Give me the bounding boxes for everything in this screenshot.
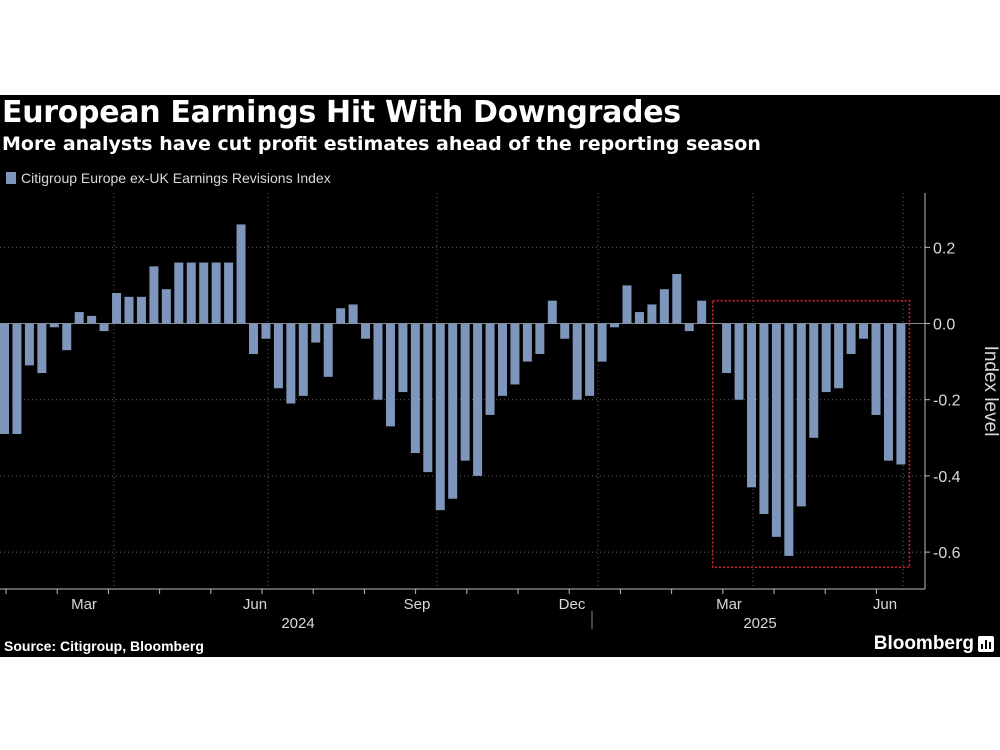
bar bbox=[796, 323, 806, 507]
bar bbox=[672, 273, 682, 324]
bar bbox=[597, 323, 607, 362]
bar bbox=[771, 323, 781, 537]
bar bbox=[136, 296, 146, 324]
bar bbox=[24, 323, 34, 366]
year-label: 2025 bbox=[743, 615, 776, 632]
bar bbox=[560, 323, 570, 339]
bar bbox=[784, 323, 794, 556]
bar bbox=[510, 323, 520, 385]
bar bbox=[883, 323, 893, 461]
y-axis-label: Index level bbox=[980, 346, 1000, 437]
bar bbox=[659, 289, 669, 324]
chart-title: European Earnings Hit With Downgrades bbox=[2, 95, 681, 130]
bar bbox=[174, 262, 184, 324]
bar bbox=[149, 266, 159, 324]
bar bbox=[410, 323, 420, 454]
bar bbox=[12, 323, 22, 434]
bar bbox=[722, 323, 732, 374]
bar bbox=[747, 323, 756, 488]
bar bbox=[273, 323, 283, 389]
y-tick-label: -0.6 bbox=[933, 545, 961, 562]
bar bbox=[124, 296, 134, 324]
x-tick-label: Mar bbox=[716, 596, 742, 613]
bar bbox=[373, 323, 383, 400]
bar bbox=[311, 323, 321, 343]
brand-name: Bloomberg bbox=[873, 633, 974, 654]
bar bbox=[49, 323, 59, 328]
bar bbox=[37, 323, 47, 374]
x-tick-label: Dec bbox=[559, 596, 586, 613]
bar bbox=[99, 323, 109, 332]
bar bbox=[385, 323, 395, 427]
bar bbox=[236, 224, 246, 324]
bar bbox=[585, 323, 595, 396]
bar bbox=[622, 285, 632, 324]
bar bbox=[460, 323, 470, 461]
bar bbox=[224, 262, 234, 324]
x-tick-label: Mar bbox=[71, 596, 97, 613]
y-tick-label: 0.0 bbox=[933, 317, 955, 334]
bar bbox=[473, 323, 483, 476]
legend: Citigroup Europe ex-UK Earnings Revision… bbox=[6, 170, 331, 186]
bar bbox=[298, 323, 308, 396]
y-tick-label: 0.2 bbox=[933, 240, 955, 257]
bar bbox=[249, 323, 258, 354]
bar bbox=[361, 323, 371, 339]
bar bbox=[211, 262, 221, 324]
bar bbox=[286, 323, 296, 404]
x-tick-label: Sep bbox=[404, 596, 431, 613]
bar bbox=[112, 293, 122, 324]
bar-chart: 0.2 0.0 -0.2 -0.4 -0.6 Mar Jun Sep Dec Mar Jun 2024… bbox=[0, 193, 1000, 632]
bar bbox=[448, 323, 458, 499]
bar bbox=[709, 323, 719, 324]
source-note: Source: Citigroup, Bloomberg bbox=[4, 638, 204, 654]
bar bbox=[697, 300, 707, 324]
bar bbox=[896, 323, 906, 465]
bar bbox=[634, 312, 644, 324]
bar bbox=[87, 315, 97, 324]
bar bbox=[261, 323, 271, 339]
bar bbox=[0, 323, 9, 434]
bar bbox=[859, 323, 869, 339]
bar bbox=[846, 323, 856, 354]
bar bbox=[759, 323, 769, 514]
bar bbox=[647, 304, 657, 324]
bar bbox=[834, 323, 844, 389]
bar bbox=[398, 323, 408, 393]
bar bbox=[547, 300, 557, 324]
bar bbox=[684, 323, 694, 332]
highlight-box bbox=[711, 299, 911, 569]
bar bbox=[186, 262, 196, 324]
bar bbox=[871, 323, 881, 415]
bar bbox=[522, 323, 532, 362]
bar bbox=[485, 323, 495, 415]
y-tick-label: -0.2 bbox=[933, 393, 961, 410]
y-tick-label: -0.4 bbox=[933, 469, 961, 486]
bar bbox=[323, 323, 333, 377]
bar bbox=[435, 323, 445, 511]
chart-panel: European Earnings Hit With Downgrades Mo… bbox=[0, 95, 1000, 657]
bloomberg-chart-icon bbox=[978, 636, 994, 652]
bar bbox=[423, 323, 433, 473]
year-label: 2024 bbox=[281, 615, 314, 632]
bar bbox=[62, 323, 72, 351]
bar bbox=[809, 323, 819, 438]
bar bbox=[74, 312, 84, 324]
bar bbox=[821, 323, 831, 393]
bar bbox=[734, 323, 744, 400]
legend-swatch bbox=[6, 172, 16, 184]
bar bbox=[336, 308, 346, 324]
x-tick-label: Jun bbox=[873, 596, 897, 613]
x-tick-label: Jun bbox=[243, 596, 267, 613]
legend-label: Citigroup Europe ex-UK Earnings Revision… bbox=[21, 170, 331, 186]
bar bbox=[610, 323, 620, 328]
bar bbox=[199, 262, 209, 324]
bar bbox=[161, 289, 171, 324]
bar bbox=[572, 323, 582, 400]
bar bbox=[348, 304, 358, 324]
brand-logo: Bloomberg bbox=[874, 633, 994, 655]
bar bbox=[535, 323, 545, 354]
chart-subtitle: More analysts have cut profit estimates … bbox=[2, 133, 761, 155]
bar bbox=[498, 323, 507, 396]
